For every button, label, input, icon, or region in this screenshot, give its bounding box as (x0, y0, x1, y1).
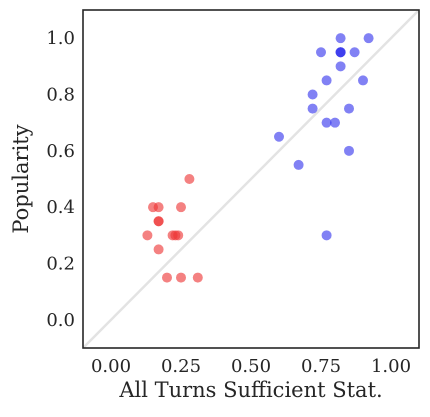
data-point-series-1-15 (274, 131, 284, 142)
x-tick-label: 1.00 (371, 356, 411, 377)
data-point-series-0-11 (176, 272, 186, 283)
x-tick-label: 0.50 (231, 356, 271, 377)
data-point-series-0-5 (153, 244, 164, 255)
y-tick-label: 0.4 (46, 197, 75, 218)
data-point-series-0-13 (192, 272, 203, 283)
data-point-series-0-10 (176, 202, 186, 213)
data-point-series-1-17 (293, 159, 304, 170)
data-point-series-1-6 (349, 47, 360, 58)
x-tick-label: 0.25 (161, 356, 201, 377)
y-tick-label: 1.0 (46, 28, 75, 49)
data-point-series-1-2 (316, 47, 326, 58)
data-point-series-1-10 (307, 89, 318, 100)
plot-frame (82, 9, 420, 349)
data-point-series-1-16 (344, 145, 354, 156)
data-point-series-0-1 (153, 202, 164, 213)
x-axis-title: All Turns Sufficient Stat. (118, 378, 382, 402)
data-point-series-1-14 (330, 117, 340, 128)
data-point-series-0-4 (142, 230, 153, 241)
y-tick-label: 0.0 (46, 310, 75, 331)
data-point-series-0-9 (173, 230, 184, 241)
data-point-series-1-7 (335, 61, 346, 72)
x-tick-label: 0.75 (301, 356, 341, 377)
data-point-series-1-11 (307, 103, 318, 114)
data-point-series-1-18 (321, 230, 332, 241)
data-point-series-1-13 (321, 117, 332, 128)
y-tick-label: 0.8 (46, 85, 75, 106)
reference-diagonal-line (82, 9, 420, 349)
data-point-series-1-1 (363, 33, 374, 44)
data-point-series-0-12 (184, 174, 195, 184)
data-point-series-1-12 (344, 103, 354, 114)
y-tick-label: 0.2 (46, 254, 75, 275)
data-point-series-1-0 (335, 33, 346, 44)
y-tick-label: 0.6 (46, 141, 75, 162)
data-point-series-1-8 (321, 75, 332, 86)
data-point-series-1-9 (358, 75, 368, 86)
data-point-series-0-6 (162, 272, 172, 283)
x-tick-label: 0.00 (91, 356, 131, 377)
data-point-series-1-5 (335, 47, 346, 58)
data-point-series-0-3 (153, 216, 164, 227)
y-axis-title: Popularity (9, 124, 33, 233)
